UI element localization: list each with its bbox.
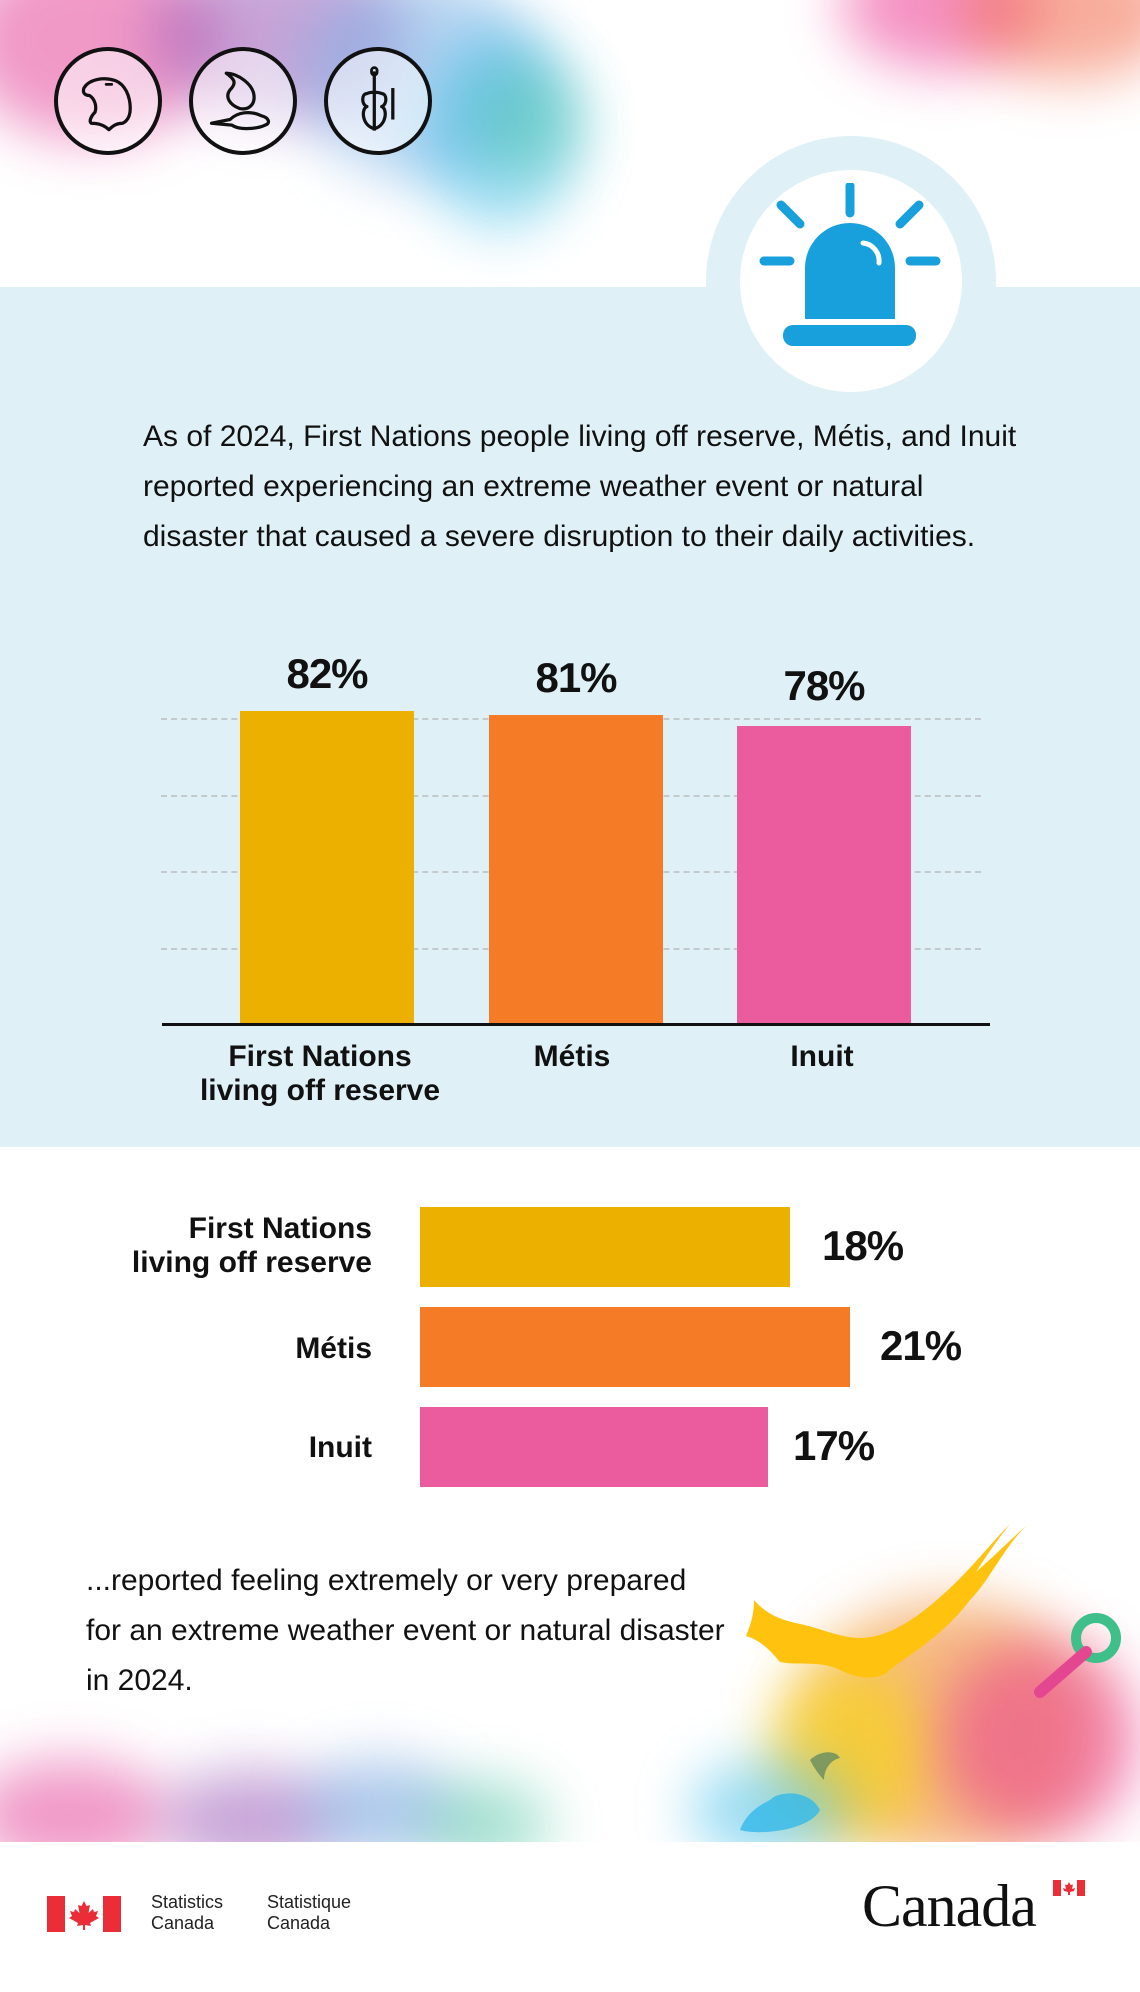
statistics-canada-signature-en: Statistics Canada <box>151 1892 224 1933</box>
alarm-siren-icon <box>759 183 941 346</box>
bar-metis <box>489 715 663 1024</box>
bar-inuit <box>737 726 911 1024</box>
row-label-metis: Métis <box>295 1332 372 1365</box>
bar-value-metis: 81% <box>535 654 617 701</box>
hbar-value-inuit: 17% <box>793 1422 875 1469</box>
closing-paragraph: ...reported feeling extremely or very pr… <box>86 1564 725 1697</box>
narwhal-silhouette-icon <box>710 1714 840 1833</box>
narwhal-icon <box>189 47 297 155</box>
hbar-first-nations <box>420 1207 790 1287</box>
row-label-first-nations: First Nations living off reserve <box>131 1212 372 1279</box>
row-label-inuit: Inuit <box>308 1431 372 1464</box>
axis-label-inuit: Inuit <box>790 1040 854 1073</box>
x-axis-line <box>162 1023 990 1026</box>
fiddle-scroll-icon <box>1034 1613 1121 1698</box>
bar-first-nations <box>240 711 414 1024</box>
canada-wordmark: Canada <box>862 1873 1037 1939</box>
eagle-silhouette-icon <box>746 1524 1026 1678</box>
eagle-icon <box>54 47 162 155</box>
fiddle-icon <box>324 47 432 155</box>
intro-paragraph: As of 2024, First Nations people living … <box>143 420 1017 553</box>
hbar-metis <box>420 1307 850 1387</box>
bar-value-first-nations: 82% <box>286 650 368 697</box>
footer <box>0 1842 1140 1992</box>
statistique-canada-signature-fr: Statistique Canada <box>267 1892 352 1933</box>
axis-label-metis: Métis <box>533 1040 611 1073</box>
wordmark-flag-icon <box>1053 1880 1085 1896</box>
bar-value-inuit: 78% <box>783 662 865 709</box>
hbar-inuit <box>420 1407 768 1487</box>
hbar-value-metis: 21% <box>880 1322 962 1369</box>
axis-label-first-nations: First Nations living off reserve <box>199 1040 441 1107</box>
hbar-value-first-nations: 18% <box>822 1222 904 1269</box>
canada-flag-icon <box>47 1896 121 1932</box>
